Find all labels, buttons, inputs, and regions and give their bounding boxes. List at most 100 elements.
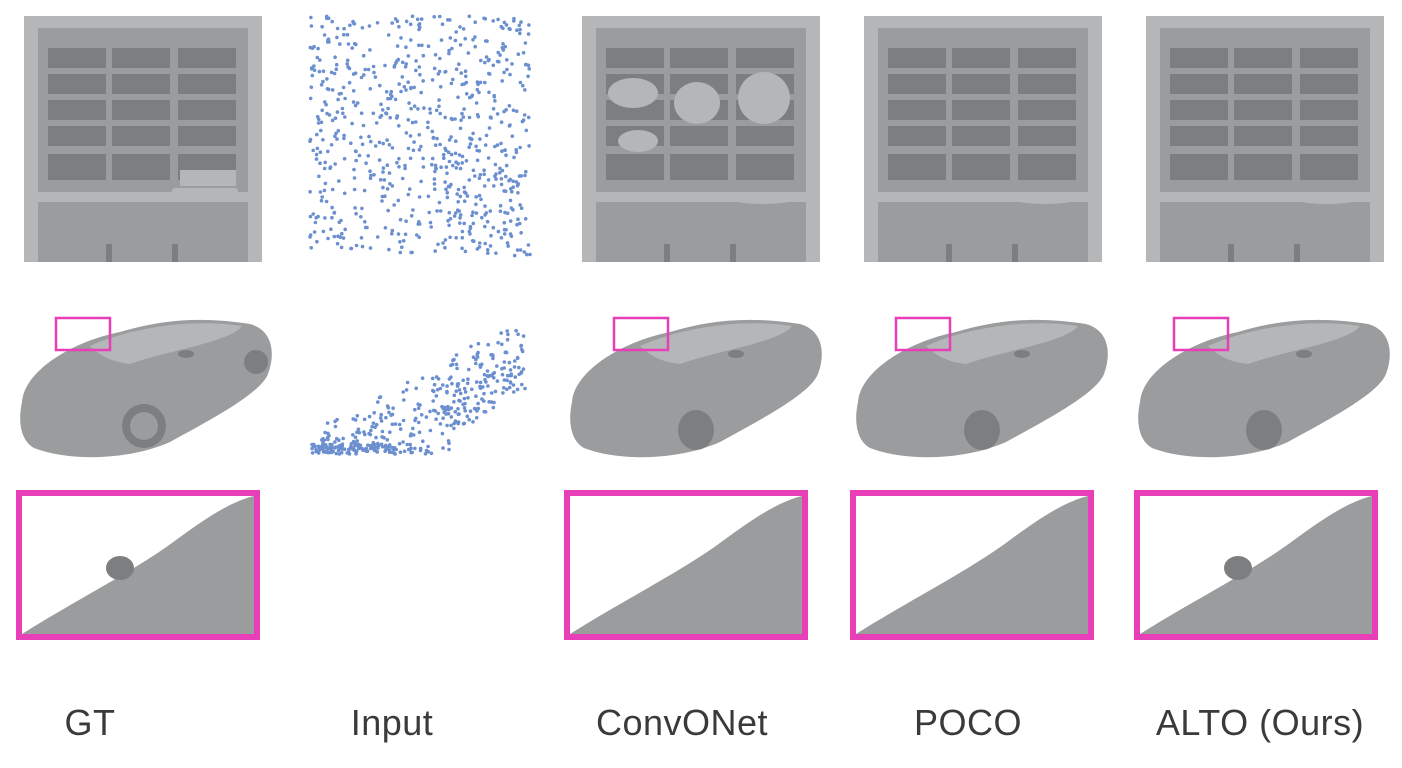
input-point (366, 154, 370, 158)
input-point (385, 138, 389, 142)
input-point (503, 189, 508, 193)
shelf-cell (1300, 100, 1358, 120)
input-point (470, 239, 475, 243)
input-point (379, 412, 383, 417)
shelf-cell (1234, 74, 1292, 94)
input-point (449, 81, 454, 86)
input-point (386, 33, 391, 37)
input-point (438, 85, 443, 89)
input-point (444, 408, 448, 412)
input-point (454, 139, 458, 143)
input-point (385, 187, 390, 191)
input-point (312, 230, 317, 234)
shelf-cell (1234, 154, 1292, 180)
input-point (464, 74, 468, 79)
input-point (367, 24, 372, 28)
input-point (319, 445, 324, 449)
input-point (510, 189, 514, 194)
input-point (516, 191, 520, 195)
shelf-cell (1170, 126, 1228, 146)
shelf-cell (888, 74, 946, 94)
input-point (401, 440, 405, 444)
input-point (325, 16, 329, 21)
input-point (478, 363, 482, 367)
input-point (465, 194, 470, 198)
input-point (320, 195, 324, 199)
input-point (355, 439, 359, 443)
input-point (445, 171, 449, 176)
input-point (474, 380, 479, 384)
input-point (401, 390, 405, 394)
input-point (398, 250, 403, 255)
shelf-cell (1018, 126, 1076, 146)
input-point (447, 223, 451, 228)
input-point (484, 55, 489, 59)
input-point (316, 121, 321, 125)
input-point (467, 145, 471, 149)
input-point (387, 171, 392, 175)
input-point (426, 120, 430, 125)
input-point (418, 72, 422, 77)
input-point (337, 179, 341, 183)
input-point (390, 146, 395, 150)
input-point (430, 376, 435, 381)
input-point (362, 73, 366, 77)
zoom-body-surface (570, 496, 802, 634)
input-point (500, 372, 505, 377)
input-point (438, 422, 443, 426)
input-point (322, 438, 327, 442)
input-point (483, 224, 487, 229)
input-point (493, 99, 497, 103)
input-point (478, 173, 483, 177)
input-point (454, 30, 458, 34)
input-point (429, 225, 433, 229)
input-point (462, 406, 467, 410)
bookshelf-leg (1294, 244, 1300, 262)
input-point (500, 79, 504, 83)
input-point (417, 220, 421, 224)
input-point (321, 69, 326, 73)
input-point (431, 135, 436, 140)
input-point (353, 435, 358, 440)
bookshelf-leg (946, 244, 952, 262)
input-point (450, 362, 455, 367)
input-point (319, 83, 324, 87)
input-point (339, 218, 343, 223)
bookshelf-leg (1228, 244, 1234, 262)
input-point (434, 108, 439, 113)
input-point (333, 162, 337, 166)
input-point (471, 131, 475, 136)
input-point (527, 144, 531, 148)
shelf-cell (1018, 48, 1076, 68)
input-point (518, 31, 522, 36)
input-point (350, 121, 354, 126)
input-point (467, 115, 472, 120)
input-point (396, 198, 401, 203)
input-point (419, 17, 424, 21)
input-point (349, 246, 353, 251)
input-point (333, 55, 337, 59)
input-point (335, 137, 339, 141)
input-point (514, 150, 519, 155)
input-point (461, 378, 465, 383)
input-point (392, 451, 397, 456)
input-point (499, 182, 504, 187)
column-label-input: Input (350, 702, 434, 743)
shelf-cell (1300, 48, 1358, 68)
input-point (437, 104, 441, 109)
input-point (474, 211, 479, 215)
input-point (493, 389, 498, 394)
input-point (415, 233, 419, 237)
input-point (402, 449, 407, 454)
input-point (323, 100, 327, 104)
input-point (471, 355, 476, 359)
input-point (413, 418, 417, 423)
input-point (489, 391, 494, 395)
input-point (487, 400, 491, 404)
zoom-region-box (1172, 316, 1230, 352)
input-point (516, 52, 521, 56)
input-point (397, 441, 402, 446)
input-point (473, 174, 477, 178)
shelf-cell (48, 74, 106, 94)
input-point (353, 149, 358, 153)
